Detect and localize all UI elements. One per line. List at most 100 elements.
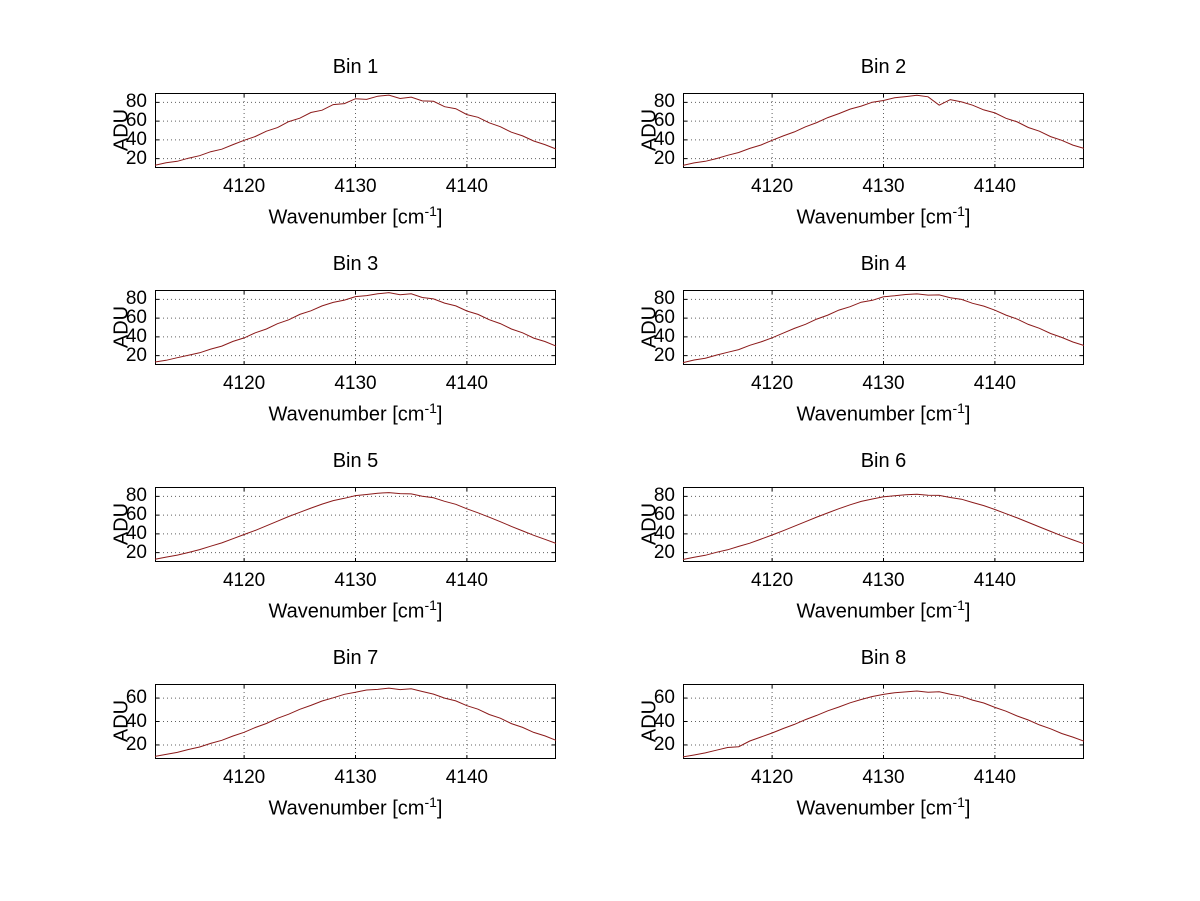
y-tick-label: 20 [653, 147, 675, 169]
y-tick-labels: 20 40 60 80 [578, 288, 679, 365]
y-tick-label: 80 [125, 91, 147, 113]
y-tick-labels: 20 40 60 80 [578, 91, 679, 169]
y-tick-label: 80 [125, 288, 147, 310]
y-tick-labels: 20 40 60 80 [578, 485, 679, 563]
y-tick-label: 60 [125, 504, 147, 526]
x-axis-label-exponent: -1 [424, 203, 437, 219]
x-axis-label-exponent: -1 [952, 794, 965, 810]
x-axis-label: Wavenumber [cm-1] [155, 794, 556, 821]
x-tick-labels: 4120 4130 4140 [155, 175, 556, 197]
plot-area [682, 93, 1085, 168]
x-tick-label: 4140 [445, 767, 489, 788]
x-axis-label-suffix: ] [436, 600, 443, 623]
x-tick-label: 4130 [862, 767, 905, 788]
subplot-title: Bin 6 [860, 450, 907, 472]
x-axis-label-text: Wavenumber [cm [268, 600, 425, 623]
x-axis-label-suffix: ] [964, 206, 971, 229]
subplot-title: Bin 3 [332, 253, 379, 275]
subplot-title: Bin 4 [860, 253, 907, 275]
subplot-title: Bin 1 [332, 56, 379, 78]
y-tick-label: 60 [125, 110, 147, 132]
x-axis-label-suffix: ] [964, 797, 971, 820]
y-tick-label: 80 [653, 91, 675, 113]
x-axis-label-text: Wavenumber [cm [268, 797, 425, 820]
y-tick-label: 40 [653, 710, 675, 732]
subplot-bin-7: Bin 7 ADU 20 40 60 4120 4130 4140 Wavenumber… [50, 639, 580, 831]
y-tick-label: 40 [125, 522, 147, 544]
y-tick-label: 20 [653, 733, 675, 755]
plot-area [154, 290, 557, 365]
y-tick-label: 40 [125, 710, 147, 732]
x-axis-label: Wavenumber [cm-1] [683, 597, 1084, 624]
x-tick-label: 4140 [973, 767, 1017, 788]
x-axis-label: Wavenumber [cm-1] [683, 203, 1084, 230]
y-tick-labels: 20 40 60 [578, 684, 679, 759]
x-tick-labels: 4120 4130 4140 [155, 372, 556, 394]
x-tick-label: 4120 [222, 373, 266, 394]
x-axis-label-text: Wavenumber [cm [796, 206, 953, 229]
plot-area [154, 487, 557, 562]
plot-area [154, 93, 557, 168]
y-tick-label: 60 [653, 504, 675, 526]
y-tick-label: 80 [653, 288, 675, 310]
y-tick-label: 80 [653, 485, 675, 507]
y-tick-label: 60 [653, 687, 675, 709]
subplot-bin-4: Bin 4 ADU 20 40 60 80 4120 4130 4140 Wavenumb… [578, 245, 1108, 437]
y-tick-label: 40 [653, 325, 675, 347]
subplot-bin-2: Bin 2 ADU 20 40 60 80 4120 4130 4140 Wavenumb… [578, 48, 1108, 240]
subplot-title: Bin 2 [860, 56, 907, 78]
x-axis-label-suffix: ] [964, 403, 971, 426]
subplot-title: Bin 8 [860, 647, 907, 669]
x-tick-label: 4120 [750, 570, 794, 591]
y-tick-labels: 20 40 60 [50, 684, 151, 759]
subplot-title: Bin 5 [332, 450, 379, 472]
x-axis-label-text: Wavenumber [cm [796, 797, 953, 820]
x-axis-label-exponent: -1 [952, 597, 965, 613]
x-axis-label-exponent: -1 [952, 203, 965, 219]
x-tick-labels: 4120 4130 4140 [683, 569, 1084, 591]
subplot-bin-3: Bin 3 ADU 20 40 60 80 4120 4130 4140 Wavenumb… [50, 245, 580, 437]
x-tick-label: 4140 [973, 373, 1017, 394]
x-axis-label-text: Wavenumber [cm [268, 206, 425, 229]
x-axis-label-suffix: ] [964, 600, 971, 623]
x-axis-label: Wavenumber [cm-1] [683, 794, 1084, 821]
y-tick-label: 20 [125, 733, 147, 755]
y-tick-label: 20 [653, 541, 675, 563]
x-axis-label: Wavenumber [cm-1] [683, 400, 1084, 427]
x-axis-label-text: Wavenumber [cm [796, 403, 953, 426]
x-axis-label: Wavenumber [cm-1] [155, 400, 556, 427]
x-axis-label-suffix: ] [436, 206, 443, 229]
subplot-bin-5: Bin 5 ADU 20 40 60 80 4120 4130 4140 Wavenumb… [50, 442, 580, 634]
x-tick-label: 4120 [222, 570, 266, 591]
x-tick-label: 4130 [862, 176, 905, 197]
x-axis-label: Wavenumber [cm-1] [155, 597, 556, 624]
y-tick-label: 60 [653, 110, 675, 132]
x-tick-label: 4130 [334, 767, 377, 788]
x-axis-label-exponent: -1 [424, 794, 437, 810]
x-tick-labels: 4120 4130 4140 [155, 766, 556, 788]
x-tick-label: 4130 [862, 373, 905, 394]
y-tick-labels: 20 40 60 80 [50, 288, 151, 366]
x-tick-label: 4130 [862, 570, 905, 591]
y-tick-label: 60 [125, 307, 147, 329]
y-tick-label: 20 [125, 344, 147, 366]
x-axis-label-exponent: -1 [424, 597, 437, 613]
subplot-title: Bin 7 [332, 647, 379, 669]
x-axis-label-suffix: ] [436, 403, 443, 426]
x-tick-label: 4140 [445, 176, 489, 197]
subplot-bin-8: Bin 8 ADU 20 40 60 4120 4130 4140 Wavenumber… [578, 639, 1108, 831]
x-tick-label: 4120 [222, 767, 266, 788]
x-tick-label: 4120 [222, 176, 266, 197]
y-tick-label: 40 [653, 128, 675, 150]
x-tick-labels: 4120 4130 4140 [683, 175, 1084, 197]
x-tick-label: 4130 [334, 570, 377, 591]
y-tick-label: 60 [653, 307, 675, 329]
x-tick-label: 4120 [750, 176, 794, 197]
x-axis-label-exponent: -1 [952, 400, 965, 416]
plot-area [682, 487, 1085, 562]
y-tick-labels: 20 40 60 80 [50, 91, 151, 168]
x-tick-labels: 4120 4130 4140 [155, 569, 556, 591]
x-tick-label: 4140 [445, 373, 489, 394]
y-tick-label: 40 [653, 522, 675, 544]
